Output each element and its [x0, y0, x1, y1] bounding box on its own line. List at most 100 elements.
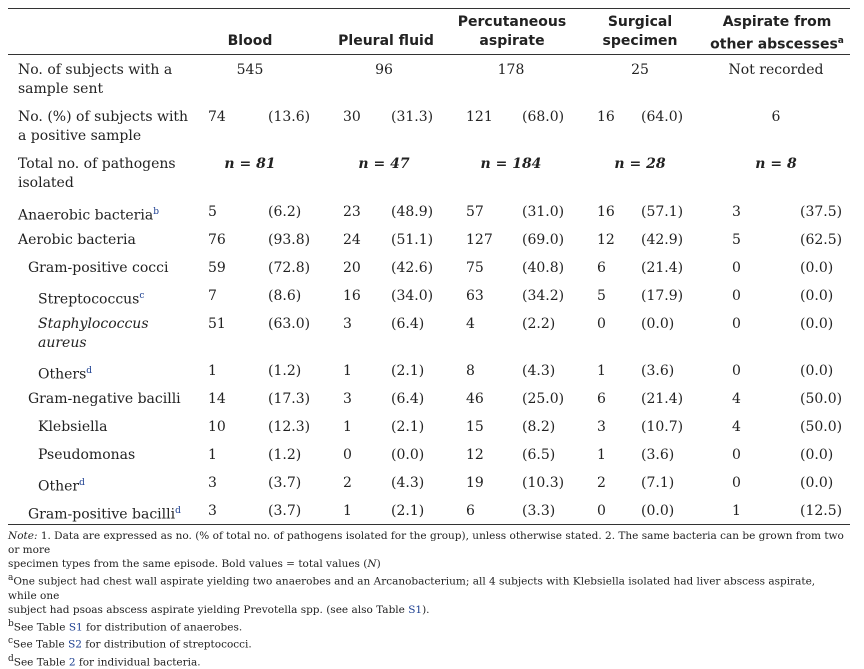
footnote-d: dSee Table 2 for individual bacteria.	[8, 652, 844, 669]
count-cell: 2	[597, 474, 606, 493]
percent-cell: (0.0)	[641, 502, 674, 521]
count-cell: 3	[732, 203, 741, 222]
percent-cell: (31.0)	[522, 203, 564, 222]
count-cell: 19	[466, 474, 484, 493]
count-cell: 2	[343, 474, 352, 493]
cell: 178	[456, 61, 566, 80]
top-rule	[8, 8, 850, 9]
table-link-s1[interactable]: S1	[408, 604, 422, 616]
percent-cell: (0.0)	[800, 446, 833, 465]
footnote-marker-a: a	[838, 36, 844, 46]
row-label-staph: Staphylococcus aureus	[38, 315, 149, 353]
percent-cell: (25.0)	[522, 390, 564, 409]
col-header-blood: Blood	[200, 32, 300, 51]
count-cell: 4	[732, 390, 741, 409]
count-cell: 0	[732, 259, 741, 278]
count-cell: 0	[732, 446, 741, 465]
count-cell: 15	[466, 418, 484, 437]
count-cell: 3	[208, 502, 217, 521]
percent-cell: (0.0)	[800, 474, 833, 493]
count-cell: 59	[208, 259, 226, 278]
count-cell: 14	[208, 390, 226, 409]
percent-cell: (3.6)	[641, 362, 674, 381]
count-cell: 76	[208, 231, 226, 250]
percent-cell: (3.7)	[268, 502, 301, 521]
percent-cell: (6.5)	[522, 446, 555, 465]
percent-cell: (93.8)	[268, 231, 310, 250]
percent-cell: (0.0)	[641, 315, 674, 334]
count-cell: 23	[343, 203, 361, 222]
cell: Not recorded	[708, 61, 844, 80]
total-n: n = 8	[708, 155, 844, 174]
percent-cell: (17.3)	[268, 390, 310, 409]
count-cell: 1	[208, 362, 217, 381]
count-cell: 0	[732, 362, 741, 381]
percent-cell: (42.9)	[641, 231, 683, 250]
count-cell: 24	[343, 231, 361, 250]
count-cell: 6	[466, 502, 475, 521]
count-cell: 1	[597, 446, 606, 465]
footnote-c: cSee Table S2 for distribution of strept…	[8, 634, 844, 652]
count: 16	[597, 108, 615, 127]
header-rule	[8, 54, 850, 55]
percent-cell: (40.8)	[522, 259, 564, 278]
footnote-a: aOne subject had chest wall aspirate yie…	[8, 571, 844, 603]
table-link-s2[interactable]: S2	[68, 639, 82, 651]
count-cell: 0	[732, 287, 741, 306]
total-n: n = 47	[334, 155, 434, 174]
row-label-gn-bacilli: Gram-negative bacilli	[28, 390, 181, 409]
percent-cell: (50.0)	[800, 418, 842, 437]
count: 30	[343, 108, 361, 127]
count: 6	[708, 108, 844, 127]
count-cell: 1	[597, 362, 606, 381]
count-cell: 16	[597, 203, 615, 222]
count-cell: 7	[208, 287, 217, 306]
col-header-percutaneous-aspirate: Percutaneous aspirate	[450, 13, 574, 51]
count-cell: 0	[343, 446, 352, 465]
count-cell: 5	[208, 203, 217, 222]
row-label-strep: Streptococcusc	[38, 287, 144, 310]
percent-cell: (12.3)	[268, 418, 310, 437]
count-cell: 1	[343, 362, 352, 381]
percent-cell: (8.2)	[522, 418, 555, 437]
count-cell: 12	[597, 231, 615, 250]
count-cell: 20	[343, 259, 361, 278]
table-link-s1[interactable]: S1	[69, 621, 83, 633]
percent-cell: (1.2)	[268, 446, 301, 465]
percent-cell: (21.4)	[641, 390, 683, 409]
row-label-anaerobic: Anaerobic bacteriab	[18, 203, 159, 226]
count-cell: 1	[732, 502, 741, 521]
table-link-2[interactable]: 2	[69, 656, 76, 668]
row-label-total-pathogens: Total no. of pathogens isolated	[18, 155, 176, 193]
percent: (64.0)	[641, 108, 683, 127]
percent-cell: (7.1)	[641, 474, 674, 493]
count-cell: 5	[732, 231, 741, 250]
total-n: n = 81	[200, 155, 300, 174]
percent-cell: (37.5)	[800, 203, 842, 222]
percent-cell: (4.3)	[391, 474, 424, 493]
count-cell: 75	[466, 259, 484, 278]
percent-cell: (3.7)	[268, 474, 301, 493]
count-cell: 4	[732, 418, 741, 437]
table-notes: Note: 1. Data are expressed as no. (% of…	[8, 529, 844, 669]
percent-cell: (42.6)	[391, 259, 433, 278]
row-label-klebsiella: Klebsiella	[38, 418, 107, 437]
percent-cell: (1.2)	[268, 362, 301, 381]
count-cell: 127	[466, 231, 493, 250]
total-n: n = 28	[590, 155, 690, 174]
percent-cell: (4.3)	[522, 362, 555, 381]
percent-cell: (10.3)	[522, 474, 564, 493]
percent-cell: (72.8)	[268, 259, 310, 278]
count-cell: 0	[732, 474, 741, 493]
cell: 25	[590, 61, 690, 80]
col-header-surgical-specimen: Surgical specimen	[588, 13, 692, 51]
count-cell: 1	[343, 502, 352, 521]
percent-cell: (17.9)	[641, 287, 683, 306]
percent-cell: (6.2)	[268, 203, 301, 222]
note-line-1: Note: 1. Data are expressed as no. (% of…	[8, 529, 844, 557]
percent-cell: (0.0)	[800, 287, 833, 306]
col-header-pleural-fluid: Pleural fluid	[326, 32, 446, 51]
percent-cell: (63.0)	[268, 315, 310, 334]
percent-cell: (34.0)	[391, 287, 433, 306]
count-cell: 0	[597, 315, 606, 334]
